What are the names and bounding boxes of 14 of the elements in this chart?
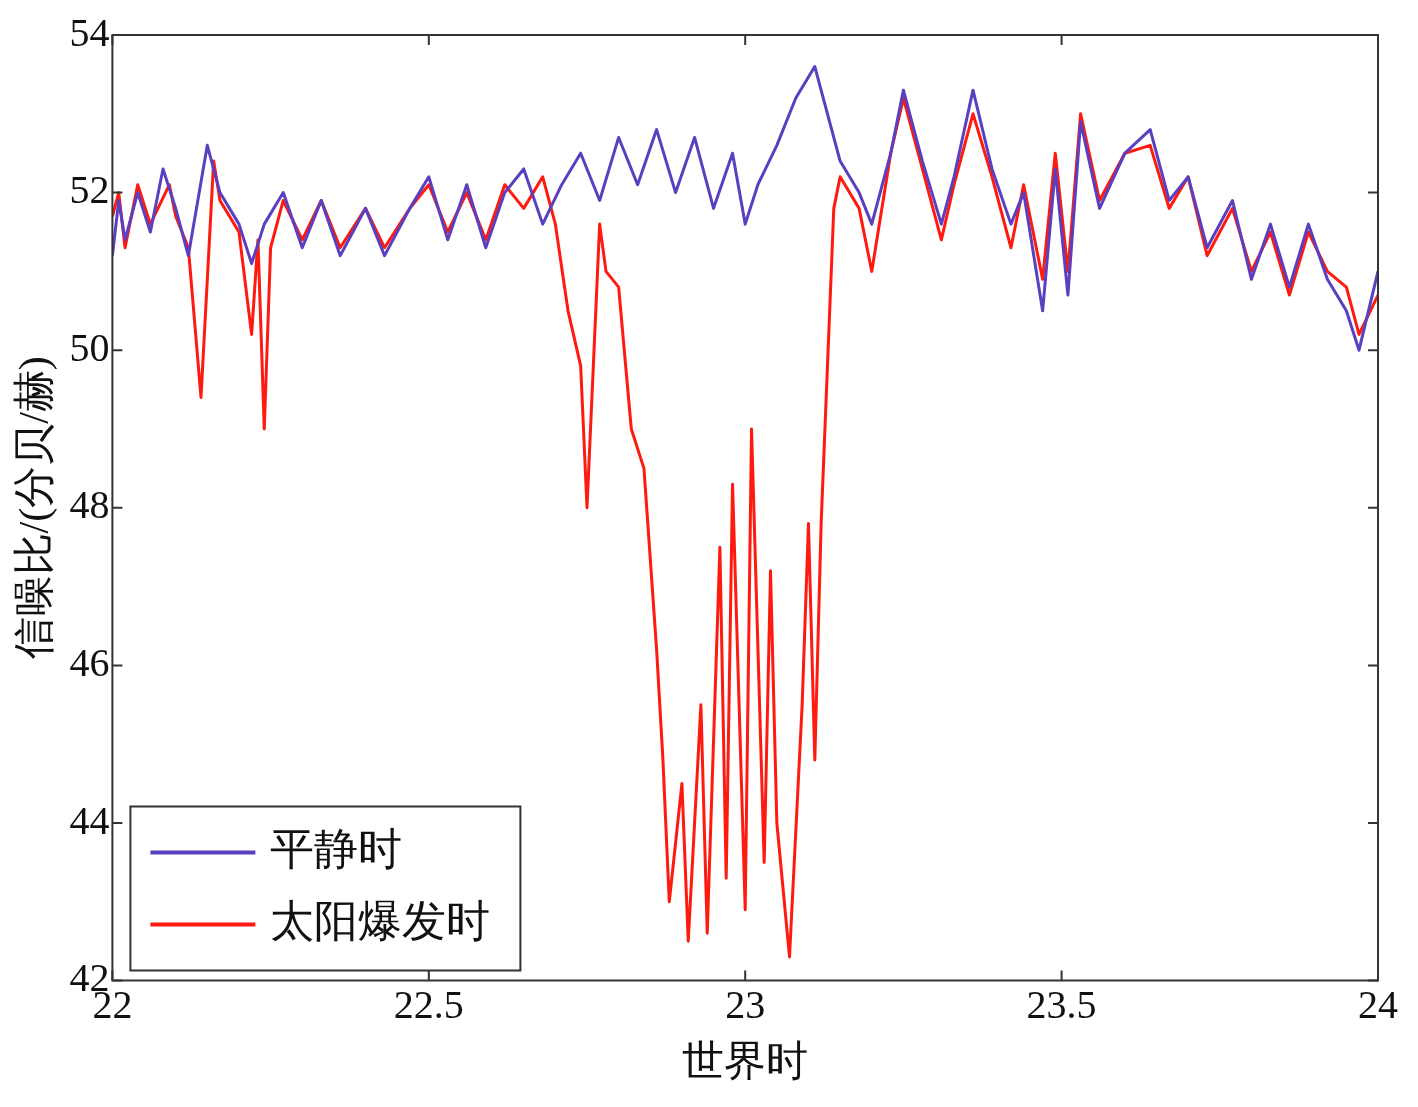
legend-label: 太阳爆发时: [270, 897, 491, 947]
y-tick-label: 44: [69, 797, 110, 843]
x-tick-label: 24: [1358, 982, 1398, 1028]
legend-label: 平静时: [270, 825, 403, 875]
x-tick-label: 22.5: [393, 982, 464, 1028]
y-tick-label: 46: [69, 639, 110, 685]
y-tick-label: 52: [69, 167, 110, 213]
x-tick-label: 23.5: [1026, 982, 1097, 1028]
y-tick-label: 48: [69, 482, 110, 528]
y-tick-label: 54: [69, 9, 110, 55]
x-axis-title: 世界时: [682, 1037, 809, 1084]
x-tick-label: 23: [725, 982, 766, 1028]
y-axis-title: 信噪比/(分贝/赫): [11, 356, 59, 660]
y-tick-label: 50: [69, 324, 110, 370]
